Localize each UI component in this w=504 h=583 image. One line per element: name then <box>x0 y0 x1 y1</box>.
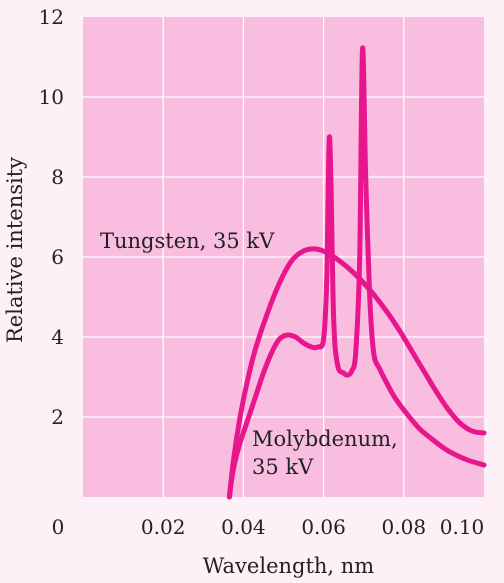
series-annotation: Tungsten, 35 kV <box>100 229 275 253</box>
x-axis-label: Wavelength, nm <box>203 554 375 578</box>
annotations: Tungsten, 35 kV Molybdenum, 35 kV <box>100 229 398 479</box>
x-tick-label: 0.06 <box>301 515 346 539</box>
series-layer <box>226 45 487 500</box>
series-line-tungsten <box>226 246 487 500</box>
y-tick-label: 12 <box>39 5 64 29</box>
y-tick-labels: 2 4 6 8 10 12 <box>39 5 64 429</box>
x-tick-label: 0.08 <box>382 515 427 539</box>
y-tick-label: 8 <box>51 165 64 189</box>
y-tick-label: 4 <box>51 325 64 349</box>
x-tick-label: 0.02 <box>141 515 186 539</box>
series-line-molybdenum <box>226 45 487 500</box>
x-tick-label: 0.10 <box>440 515 485 539</box>
series-annotation: Molybdenum, <box>252 427 398 451</box>
y-tick-label: 6 <box>51 245 64 269</box>
y-tick-label: 2 <box>51 405 64 429</box>
y-tick-label: 10 <box>39 85 64 109</box>
y-axis-label: Relative intensity <box>3 157 27 343</box>
origin-tick-label: 0 <box>52 515 65 539</box>
series-annotation: 35 kV <box>252 455 314 479</box>
x-tick-labels: 0.02 0.04 0.06 0.08 0.10 <box>141 515 484 539</box>
x-tick-label: 0.04 <box>221 515 266 539</box>
